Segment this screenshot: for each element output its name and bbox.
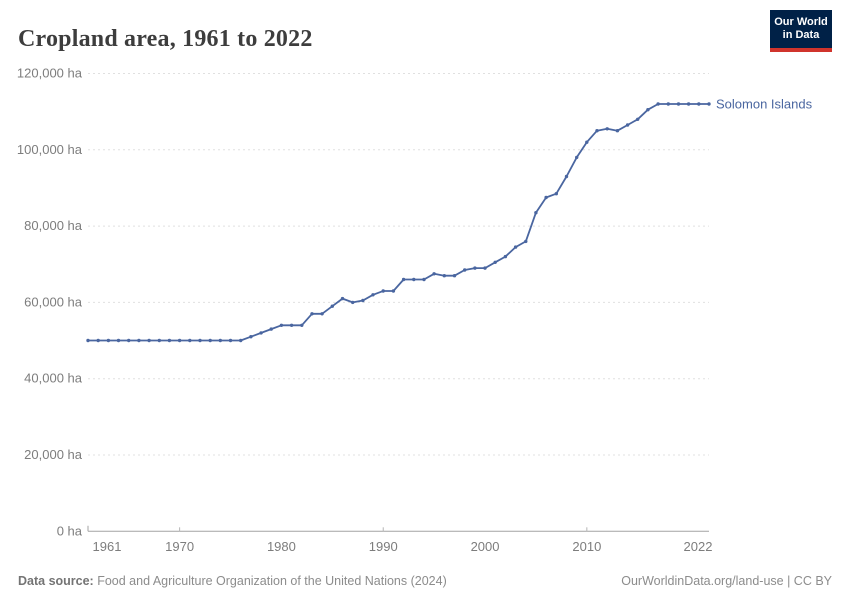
data-point-marker[interactable] — [422, 277, 426, 282]
data-point-marker[interactable] — [575, 155, 579, 160]
owid-logo-box: Our World in Data — [770, 10, 832, 48]
data-point-marker[interactable] — [371, 293, 375, 297]
data-point-marker[interactable] — [361, 298, 365, 303]
chart-title: Cropland area, 1961 to 2022 — [18, 26, 313, 53]
data-point-marker[interactable] — [483, 266, 487, 270]
data-point-marker[interactable] — [157, 338, 161, 343]
data-point-marker[interactable] — [442, 274, 446, 278]
data-source-note: Data source: Food and Agriculture Organi… — [18, 574, 447, 588]
data-point-marker[interactable] — [116, 338, 121, 343]
data-point-marker[interactable] — [666, 102, 670, 106]
x-axis-tick-label: 1990 — [369, 539, 398, 554]
data-point-marker[interactable] — [676, 102, 681, 106]
data-point-marker[interactable] — [686, 102, 691, 106]
data-point-marker[interactable] — [249, 335, 253, 339]
data-point-marker[interactable] — [646, 108, 650, 112]
data-source-label: Data source: — [18, 574, 94, 588]
data-point-marker[interactable] — [544, 195, 548, 200]
data-point-marker[interactable] — [493, 260, 497, 264]
data-point-marker[interactable] — [381, 289, 385, 293]
data-point-marker[interactable] — [595, 129, 599, 133]
data-point-marker[interactable] — [625, 123, 630, 127]
data-point-marker[interactable] — [106, 338, 111, 343]
data-source-text: Food and Agriculture Organization of the… — [97, 574, 447, 588]
y-axis-tick-label: 80,000 ha — [24, 218, 83, 233]
owid-logo-accent-strip — [770, 48, 832, 52]
x-axis-tick-label: 1961 — [93, 539, 122, 554]
data-point-marker[interactable] — [412, 277, 416, 282]
data-point-marker[interactable] — [473, 266, 477, 270]
series-line[interactable] — [87, 103, 710, 342]
data-point-marker[interactable] — [585, 140, 589, 144]
y-axis-tick-label: 120,000 ha — [17, 66, 83, 81]
data-point-marker[interactable] — [259, 331, 263, 335]
data-point-marker[interactable] — [218, 338, 222, 343]
data-point-marker[interactable] — [228, 338, 233, 343]
data-point-marker[interactable] — [310, 312, 314, 316]
data-point-marker[interactable] — [167, 338, 172, 343]
data-point-marker[interactable] — [452, 274, 457, 278]
data-point-marker[interactable] — [615, 129, 620, 133]
data-point-marker[interactable] — [534, 211, 538, 215]
data-point-marker[interactable] — [86, 338, 90, 343]
x-axis-tick-label: 1980 — [267, 539, 296, 554]
credit-link[interactable]: OurWorldinData.org/land-use | CC BY — [621, 574, 832, 588]
data-point-marker[interactable] — [554, 192, 558, 196]
data-point-marker[interactable] — [401, 277, 406, 282]
data-point-marker[interactable] — [605, 127, 609, 131]
owid-logo-line2: in Data — [782, 29, 820, 41]
y-axis-tick-label: 0 ha — [57, 523, 83, 538]
data-point-marker[interactable] — [503, 254, 508, 259]
data-point-marker[interactable] — [432, 272, 436, 276]
data-point-marker[interactable] — [340, 296, 345, 301]
data-point-marker[interactable] — [330, 304, 334, 308]
data-point-marker[interactable] — [147, 338, 151, 343]
owid-logo-line1: Our World — [774, 16, 828, 28]
data-point-marker[interactable] — [239, 338, 243, 343]
data-point-marker[interactable] — [656, 102, 660, 106]
x-axis-tick-label: 1970 — [165, 539, 194, 554]
data-point-marker[interactable] — [137, 338, 141, 343]
x-axis-tick-label: 2022 — [684, 539, 713, 554]
data-point-marker[interactable] — [198, 338, 202, 343]
y-axis-tick-label: 40,000 ha — [24, 371, 83, 386]
data-point-marker[interactable] — [96, 338, 100, 343]
y-axis-tick-label: 20,000 ha — [24, 447, 83, 462]
data-point-marker[interactable] — [513, 245, 518, 249]
data-point-marker[interactable] — [289, 323, 294, 327]
data-point-marker[interactable] — [524, 239, 528, 244]
y-axis-tick-label: 60,000 ha — [24, 294, 83, 309]
owid-logo[interactable]: Our World in Data — [770, 10, 832, 52]
data-point-marker[interactable] — [208, 338, 212, 343]
series-entity-label[interactable]: Solomon Islands — [716, 97, 813, 112]
data-point-marker[interactable] — [636, 117, 640, 122]
x-axis-tick-label: 2010 — [572, 539, 601, 554]
data-point-marker[interactable] — [351, 300, 355, 305]
x-axis-tick-label: 2000 — [471, 539, 500, 554]
chart-footer: Data source: Food and Agriculture Organi… — [18, 574, 832, 588]
data-point-marker[interactable] — [177, 338, 182, 343]
y-axis-tick-label: 100,000 ha — [17, 142, 83, 157]
data-point-marker[interactable] — [463, 268, 467, 272]
data-point-marker[interactable] — [391, 289, 396, 293]
data-point-marker[interactable] — [320, 312, 324, 316]
data-point-marker[interactable] — [564, 174, 569, 179]
data-point-marker[interactable] — [188, 338, 192, 343]
data-point-marker[interactable] — [279, 323, 284, 327]
data-point-marker[interactable] — [300, 323, 304, 327]
data-point-marker[interactable] — [707, 102, 711, 106]
data-point-marker[interactable] — [269, 327, 273, 331]
data-point-marker[interactable] — [127, 338, 131, 343]
data-point-marker[interactable] — [697, 102, 701, 106]
